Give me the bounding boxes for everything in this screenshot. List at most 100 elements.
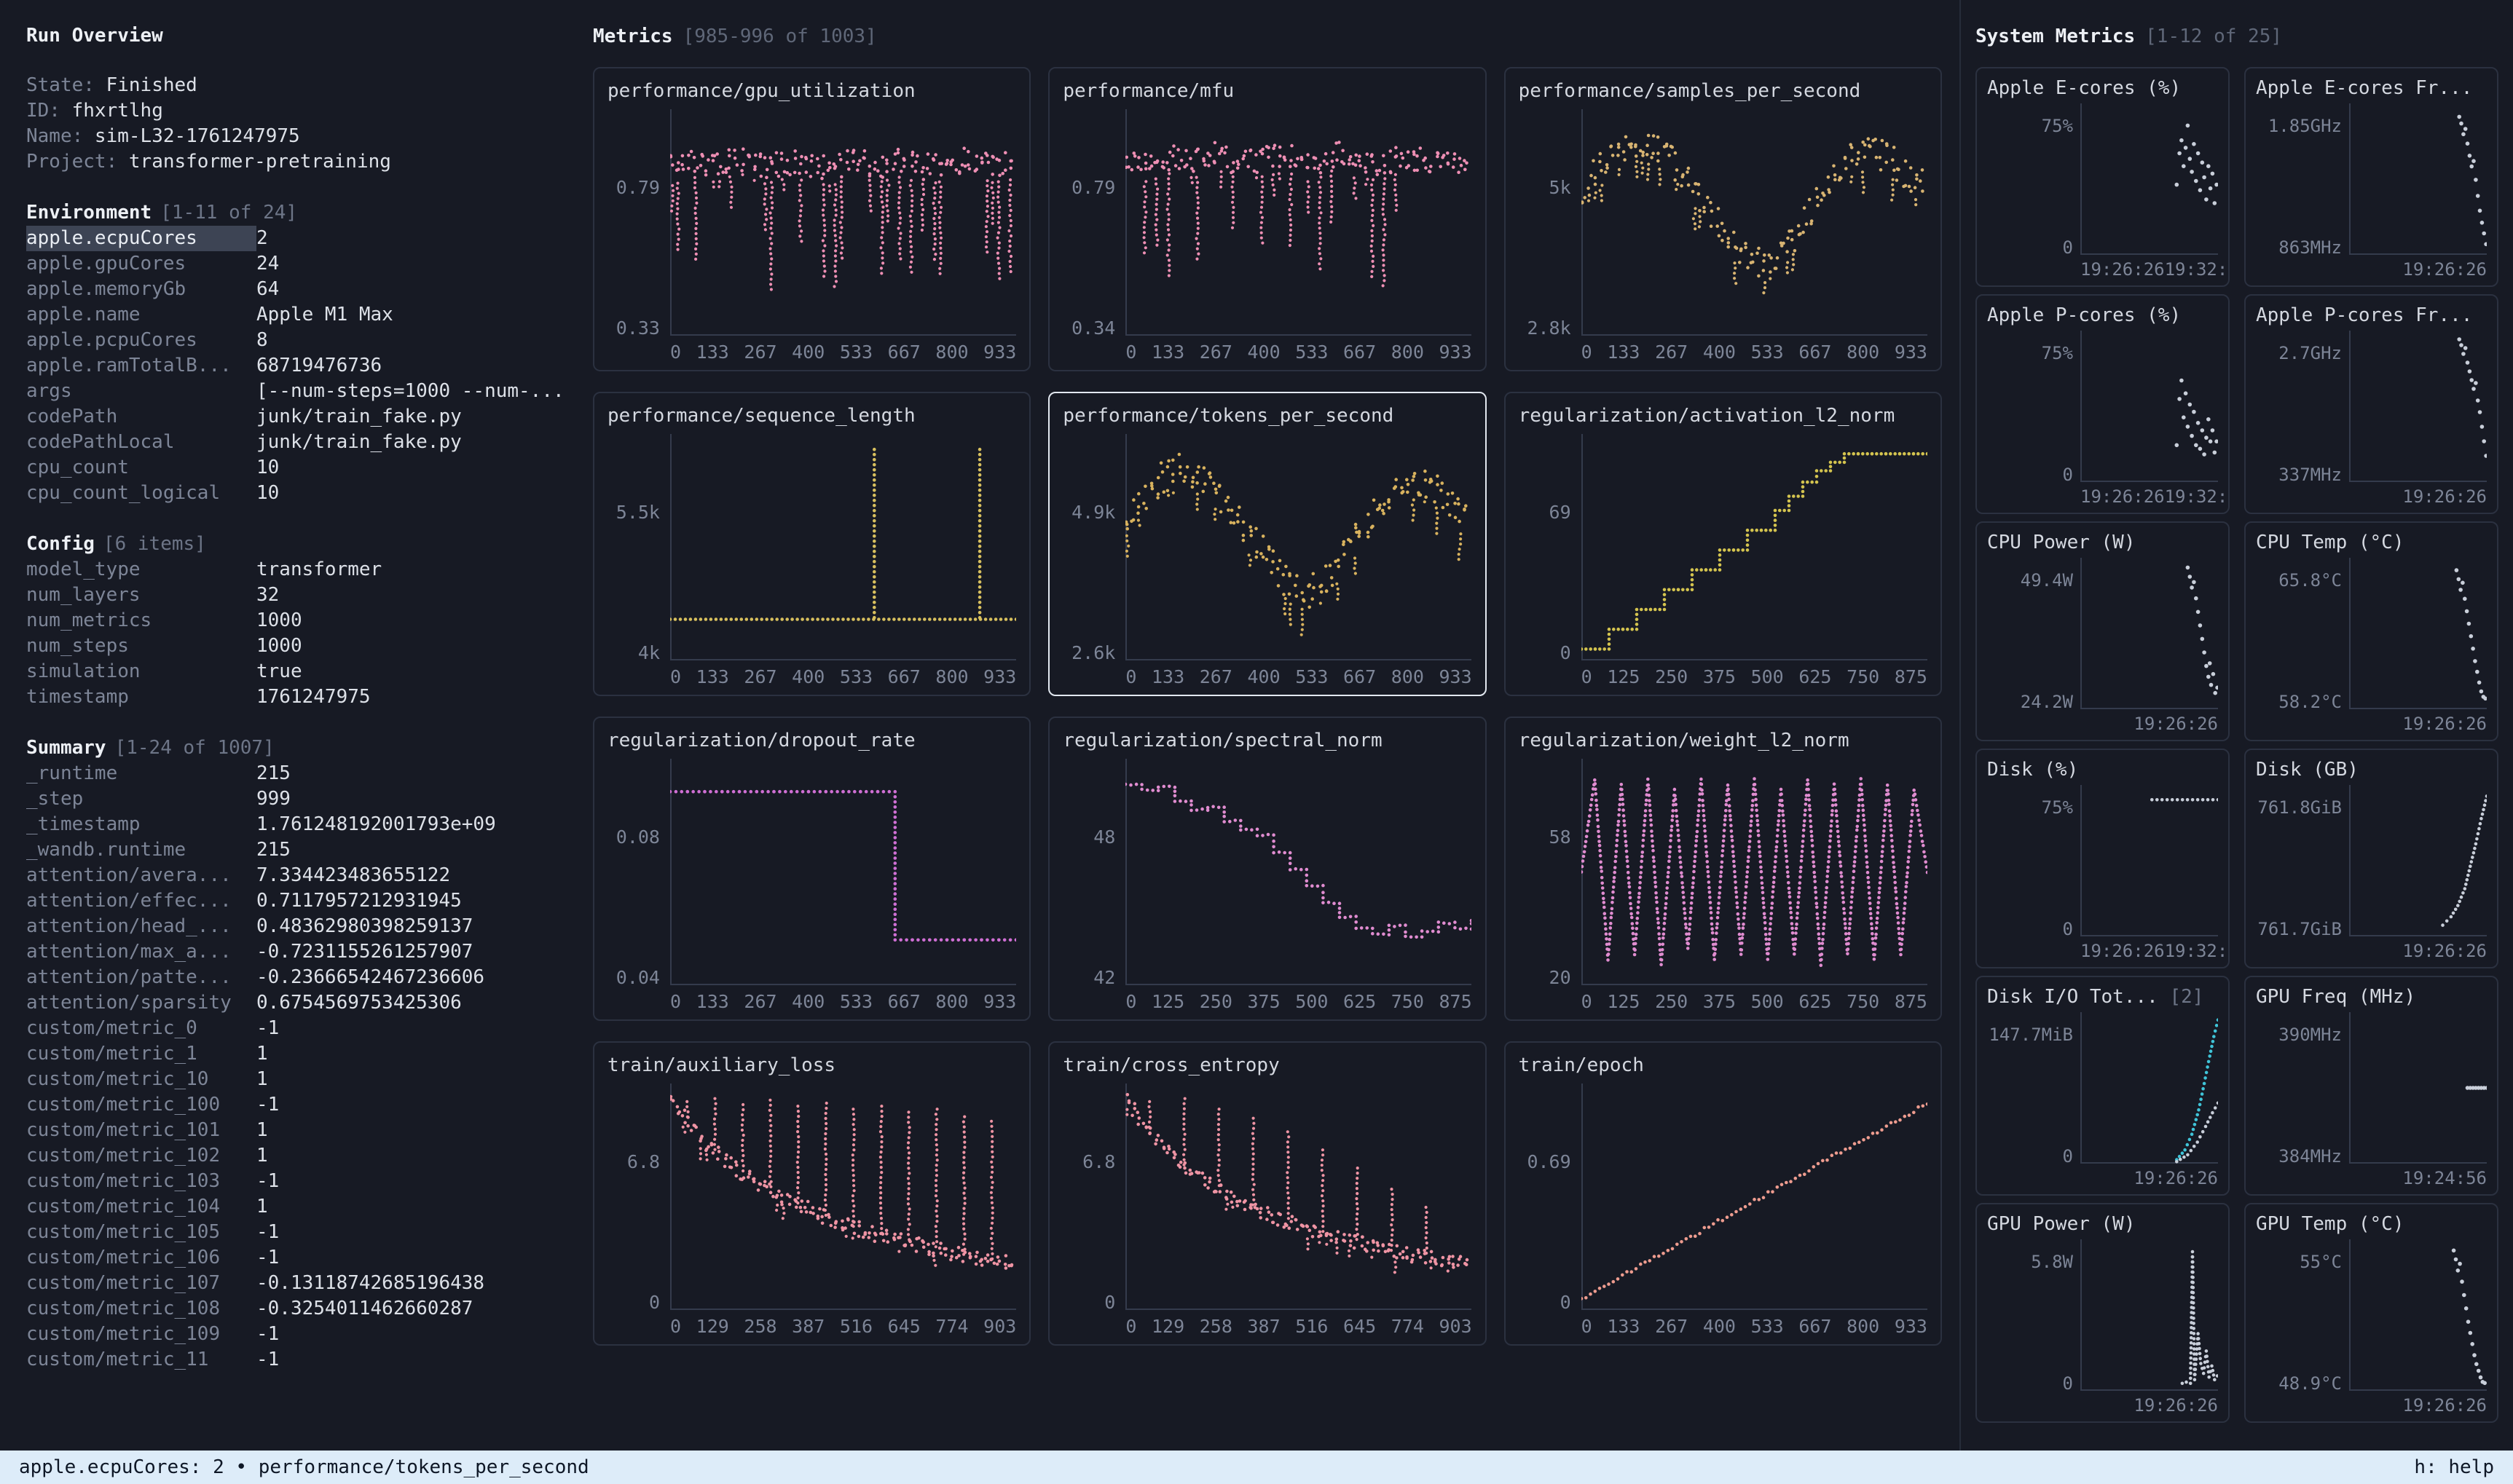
system-chart-gpu-freq-mhz-[interactable]: GPU Freq (MHz) 390MHz 384MHz 19:24:56 [2244,976,2498,1196]
environment-row[interactable]: codePath junk/train_fake.py [26,404,561,430]
chart-plot-canvas [2080,331,2218,482]
y-max-label: 65.8°C [2278,569,2342,591]
summary-row[interactable]: custom/metric_109 -1 [26,1322,561,1347]
summary-row[interactable]: custom/metric_104 1 [26,1194,561,1220]
summary-row[interactable]: _timestamp 1.761248192001793e+09 [26,812,561,837]
system-chart-cpu-temp-c-[interactable]: CPU Temp (°C) 65.8°C 58.2°C 19:26:26 [2244,521,2498,741]
system-chart-disk-gb-[interactable]: Disk (GB) 761.8GiB 761.7GiB 19:26:26 [2244,749,2498,968]
summary-row[interactable]: custom/metric_102 1 [26,1143,561,1169]
config-row[interactable]: num_steps 1000 [26,634,561,659]
summary-row[interactable]: attention/effec... 0.7117957212931945 [26,888,561,914]
config-row[interactable]: num_metrics 1000 [26,608,561,634]
environment-row[interactable]: cpu_count 10 [26,455,561,481]
x-tick-label: 0 [670,1316,682,1337]
chart-plot [1581,1084,1927,1310]
summary-row[interactable]: custom/metric_108 -0.3254011462660287 [26,1296,561,1322]
environment-row[interactable]: apple.name Apple M1 Max [26,302,561,328]
system-chart-title: Apple P-cores Fr... [2256,304,2487,326]
metric-chart-performance-mfu[interactable]: performance/mfu 0.79 0.34 0 133 267 400 533 667 8… [1048,67,1487,371]
metric-chart-title: performance/mfu [1063,80,1235,102]
environment-row[interactable]: apple.ecpuCores 2 [26,226,561,251]
system-chart-apple-p-cores-fr-[interactable]: Apple P-cores Fr... 2.7GHz 337MHz 19:26:26 [2244,294,2498,514]
summary-row[interactable]: _wandb.runtime 215 [26,837,561,863]
system-chart-body: 761.8GiB 761.7GiB [2256,785,2487,939]
system-chart-gpu-power-w-[interactable]: GPU Power (W) 5.8W 0 19:26:26 [1975,1203,2230,1423]
environment-row[interactable]: apple.gpuCores 24 [26,251,561,277]
summary-row[interactable]: _step 999 [26,786,561,812]
system-chart-disk-i-o-tot-[interactable]: Disk I/O Tot... [2] 147.7MiB 0 19:26:26 [1975,976,2230,1196]
metric-chart-regularization-weight-l2-norm[interactable]: regularization/weight_l2_norm 58 20 0 125 250… [1503,717,1942,1021]
metric-chart-performance-samples-per-second[interactable]: performance/samples_per_second 5k 2.8k 0 133… [1503,67,1942,371]
y-min-label: 0.33 [616,317,660,339]
summary-row[interactable]: attention/avera... 7.334423483655122 [26,863,561,888]
metric-chart-performance-tokens-per-second[interactable]: performance/tokens_per_second 4.9k 2.6k 0 13… [1048,392,1487,696]
environment-row[interactable]: apple.ramTotalB... 68719476736 [26,353,561,379]
metric-chart-regularization-spectral-norm[interactable]: regularization/spectral_norm 48 42 0 125 250 3… [1048,717,1487,1021]
x-tick-label: 533 [1750,342,1784,363]
summary-row[interactable]: attention/head_... 0.48362980398259137 [26,914,561,939]
environment-row[interactable]: codePathLocal junk/train_fake.py [26,430,561,455]
x-tick-label: 125 [1607,666,1640,687]
system-chart-apple-e-cores-fr-[interactable]: Apple E-cores Fr... 1.85GHz 863MHz 19:26:26 [2244,67,2498,287]
summary-row[interactable]: custom/metric_10 1 [26,1067,561,1092]
summary-row[interactable]: custom/metric_0 -1 [26,1016,561,1041]
summary-row[interactable]: custom/metric_11 -1 [26,1347,561,1373]
environment-row[interactable]: apple.memoryGb 64 [26,277,561,302]
summary-row[interactable]: custom/metric_106 -1 [26,1245,561,1271]
chart-plot-canvas [2349,103,2487,255]
summary-row[interactable]: custom/metric_100 -1 [26,1092,561,1118]
summary-row[interactable]: custom/metric_1 1 [26,1041,561,1067]
metric-chart-train-cross-entropy[interactable]: train/cross_entropy 6.8 0 0 129 258 387 516 645 7… [1048,1041,1487,1346]
y-min-label: 0.34 [1071,317,1116,339]
summary-row[interactable]: attention/max_a... -0.7231155261257907 [26,939,561,965]
environment-key: codePath [26,406,118,427]
system-chart-cpu-power-w-[interactable]: CPU Power (W) 49.4W 24.2W 19:26:26 [1975,521,2230,741]
chart-plot [670,759,1016,985]
summary-row[interactable]: attention/sparsity 0.6754569753425306 [26,990,561,1016]
summary-key: _timestamp [26,813,141,835]
chart-plot-canvas [2349,1239,2487,1391]
metric-chart-train-epoch[interactable]: train/epoch 0.69 0 0 133 267 400 533 667 800 933 [1503,1041,1942,1346]
y-min-label: 761.7GiB [2257,919,2342,939]
x-tick-label: 387 [792,1316,825,1337]
environment-key: args [26,380,72,402]
summary-row[interactable]: custom/metric_101 1 [26,1118,561,1143]
summary-row[interactable]: custom/metric_107 -0.13118742685196438 [26,1271,561,1296]
config-row[interactable]: simulation true [26,659,561,684]
system-metrics-range: [1-12 of 25] [2145,25,2282,47]
metric-chart-performance-gpu-utilization[interactable]: performance/gpu_utilization 0.79 0.33 0 133 2… [593,67,1031,371]
system-chart-gpu-temp-c-[interactable]: GPU Temp (°C) 55°C 48.9°C 19:26:26 [2244,1203,2498,1423]
x-axis-time-labels: 19:26:26 [2349,1391,2487,1416]
chart-plot-canvas [2349,785,2487,936]
status-bar-help-hint[interactable]: h: help [2414,1456,2494,1478]
config-row[interactable]: timestamp 1761247975 [26,684,561,710]
run-field: Name: sim-L32-1761247975 [26,124,561,149]
config-row[interactable]: model_type transformer [26,557,561,583]
metric-chart-regularization-activation-l2-norm[interactable]: regularization/activation_l2_norm 69 0 0 125… [1503,392,1942,696]
x-tick-label: 267 [1199,666,1232,687]
run-field-value: fhxrtlhg [60,100,163,122]
x-tick-label: 133 [1151,666,1185,687]
x-axis-labels: 0 133 267 400 533 667 800 933 [1581,1310,1927,1337]
environment-row[interactable]: cpu_count_logical 10 [26,481,561,506]
x-tick-label: 500 [1295,991,1329,1012]
environment-row[interactable]: args [--num-steps=1000 --num-... [26,379,561,404]
x-tick-label: 400 [792,991,825,1012]
summary-row[interactable]: _runtime 215 [26,761,561,786]
environment-row[interactable]: apple.pcpuCores 8 [26,328,561,353]
system-chart-title: Disk I/O Tot... [2] [1987,986,2218,1008]
config-row[interactable]: num_layers 32 [26,583,561,608]
time-label: 19:26:26 [2402,259,2487,280]
x-tick-label: 133 [696,991,729,1012]
metric-chart-train-auxiliary-loss[interactable]: train/auxiliary_loss 6.8 0 0 129 258 387 516 645… [593,1041,1031,1346]
metric-chart-performance-sequence-length[interactable]: performance/sequence_length 5.5k 4k 0 133 267… [593,392,1031,696]
summary-row[interactable]: custom/metric_103 -1 [26,1169,561,1194]
chart-plot [670,109,1016,336]
y-axis-labels: 1.85GHz 863MHz [2256,103,2349,258]
summary-row[interactable]: attention/patte... -0.23666542467236606 [26,965,561,990]
metric-chart-regularization-dropout-rate[interactable]: regularization/dropout_rate 0.08 0.04 0 133 2… [593,717,1031,1021]
summary-row[interactable]: custom/metric_105 -1 [26,1220,561,1245]
